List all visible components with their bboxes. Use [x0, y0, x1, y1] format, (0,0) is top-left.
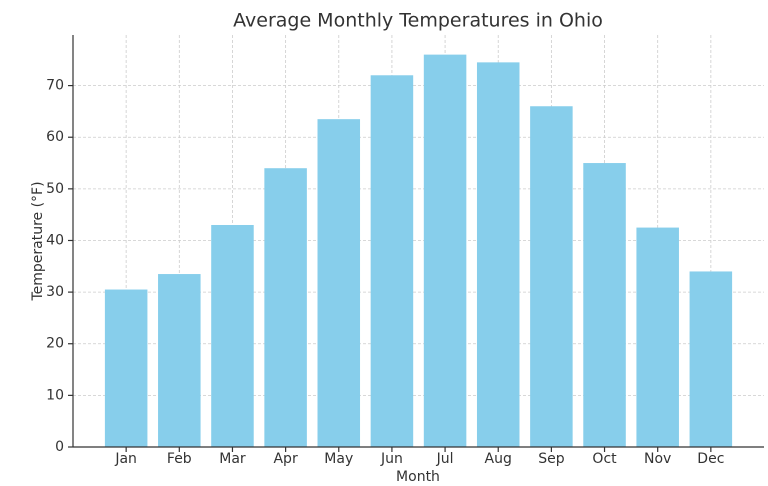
bar: [636, 227, 679, 447]
y-tick-label: 40: [46, 232, 64, 248]
bar: [689, 271, 733, 447]
bar: [104, 289, 148, 447]
x-tick-label: Jan: [114, 451, 137, 467]
x-tick-label: Nov: [644, 451, 671, 467]
x-tick-label: Dec: [697, 451, 724, 467]
x-tick-label: Feb: [167, 451, 192, 467]
y-tick-label: 50: [46, 181, 64, 197]
x-tick-label: Oct: [592, 451, 617, 467]
bar: [370, 75, 414, 447]
y-tick-label: 10: [46, 387, 64, 403]
y-axis-label: Temperature (°F): [30, 181, 46, 301]
x-tick-label: Jul: [436, 451, 454, 467]
bar: [476, 62, 520, 448]
bar: [158, 274, 201, 447]
x-tick-label: Jun: [380, 451, 403, 467]
x-tick-label: Sep: [538, 451, 565, 467]
bar: [583, 163, 626, 447]
bar: [264, 168, 307, 447]
x-axis-label: Month: [396, 469, 440, 485]
bar: [211, 224, 254, 447]
x-tick-label: May: [324, 451, 353, 467]
y-tick-label: 30: [46, 284, 64, 300]
bar: [317, 119, 361, 447]
x-tick-label: Apr: [273, 451, 297, 467]
y-tick-label: 70: [46, 78, 64, 94]
bar: [423, 54, 467, 447]
bar: [530, 106, 573, 448]
chart-title: Average Monthly Temperatures in Ohio: [233, 10, 603, 32]
x-tick-label: Mar: [219, 451, 246, 467]
y-tick-label: 0: [55, 439, 64, 455]
x-tick-label: Aug: [485, 451, 512, 467]
y-tick-label: 20: [46, 336, 64, 352]
y-tick-label: 60: [46, 129, 64, 145]
